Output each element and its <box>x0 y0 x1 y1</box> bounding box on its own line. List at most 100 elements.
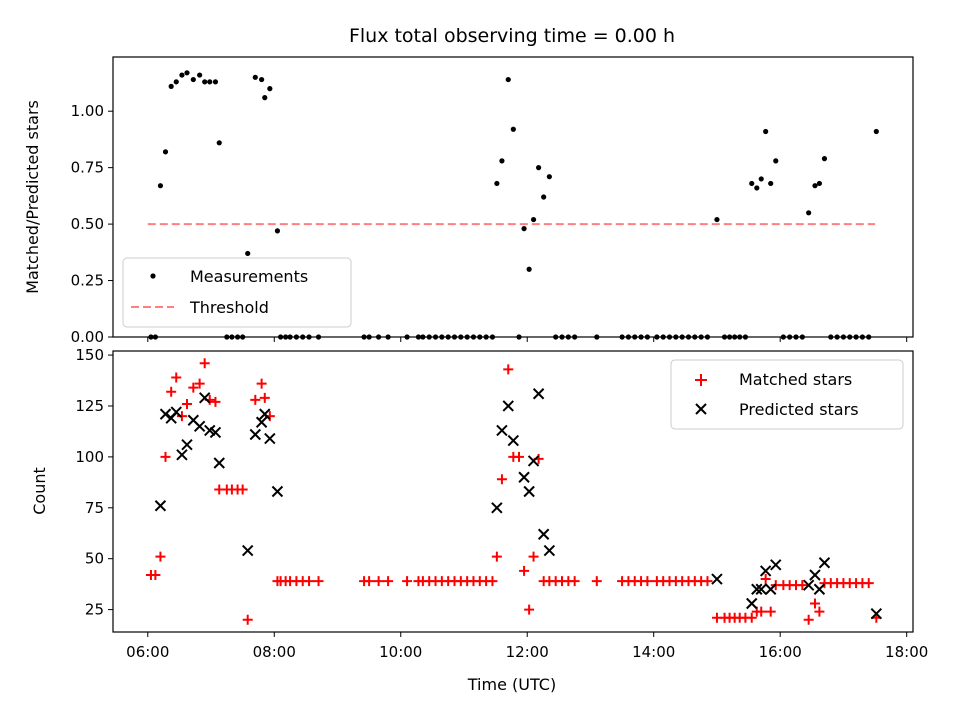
matched-stars-point <box>150 569 161 580</box>
matched-stars-point <box>210 396 221 407</box>
predicted-stars-point <box>170 406 182 418</box>
count-x-tick-label: 18:00 <box>885 643 928 661</box>
matched-stars-point <box>756 606 767 617</box>
matched-stars-point <box>383 576 394 587</box>
predicted-stars-point <box>507 434 520 447</box>
predicted-stars-point <box>518 471 530 483</box>
measurement-point <box>262 95 268 101</box>
predicted-stars-point <box>537 528 550 540</box>
measurement-point <box>768 180 774 187</box>
matched-stars-point <box>809 598 820 609</box>
predicted-stars-point <box>802 579 815 591</box>
matched-stars-point <box>364 576 375 587</box>
measurement-point <box>754 185 760 191</box>
measurement-point <box>763 128 769 135</box>
measurement-point <box>816 180 823 187</box>
legend-measurements-label: Measurements <box>190 267 308 286</box>
matched-stars-point <box>373 576 384 587</box>
predicted-stars-point <box>532 388 545 400</box>
count-y-tick-label: 25 <box>85 601 104 619</box>
legend-predicted-label: Predicted stars <box>739 400 859 419</box>
measurement-point <box>510 126 516 132</box>
predicted-stars-point <box>249 428 261 441</box>
matched-stars-point <box>160 451 171 462</box>
matched-stars-point <box>194 378 205 389</box>
measurement-point <box>749 180 755 187</box>
ratio-panel: Flux total observing time = 0.00 h 0.00 0… <box>23 25 914 346</box>
count-y-tick-label: 150 <box>75 346 104 364</box>
predicted-stars-point <box>271 485 284 498</box>
measurement-point <box>530 216 537 223</box>
measurement-point <box>179 72 185 78</box>
count-x-tick-label: 16:00 <box>759 643 802 661</box>
measurement-point <box>274 228 281 234</box>
matched-stars-point <box>313 576 324 587</box>
count-x-tick-label: 10:00 <box>379 643 422 661</box>
predicted-stars-point <box>491 502 503 514</box>
matched-stars-point <box>503 364 514 375</box>
matched-stars-point <box>487 576 498 587</box>
matched-stars-point <box>569 576 580 587</box>
matched-stars-point <box>591 576 602 587</box>
matched-stars-point <box>524 604 535 615</box>
measurement-point <box>714 216 720 223</box>
ratio-y-tick-label: 1.00 <box>71 102 104 120</box>
measurement-point <box>157 183 164 189</box>
count-x-tick-label: 06:00 <box>126 643 169 661</box>
count-x-tick-label: 14:00 <box>632 643 675 661</box>
ratio-y-tick-label: 0.25 <box>71 272 104 290</box>
predicted-stars-point <box>176 449 188 461</box>
matched-stars-point <box>760 574 771 585</box>
matched-stars-point <box>514 451 525 462</box>
matched-stars-point <box>797 580 808 591</box>
ratio-legend: Measurements Threshold <box>122 257 352 328</box>
predicted-stars-point <box>255 416 268 428</box>
measurement-point <box>546 174 552 180</box>
measurement-point <box>267 86 273 92</box>
predicted-stars-point <box>264 432 276 445</box>
measurement-point <box>521 226 527 232</box>
matched-stars-point <box>199 358 210 369</box>
predicted-stars-point <box>213 457 225 469</box>
legend-measurements-marker <box>150 273 156 279</box>
matched-stars-point <box>256 378 267 389</box>
measurement-point <box>494 180 500 187</box>
predicted-stars-point <box>809 569 821 581</box>
count-x-axis-label: Time (UTC) <box>467 675 556 694</box>
predicted-stars-point <box>818 557 831 569</box>
predicted-stars-point <box>502 400 514 412</box>
legend-predicted-marker <box>695 403 707 415</box>
predicted-stars-point <box>765 583 777 595</box>
measurement-point <box>259 76 265 83</box>
count-y-tick-label: 75 <box>85 499 104 517</box>
predicted-stars-point <box>759 565 772 577</box>
measurement-point <box>806 210 812 216</box>
measurement-point <box>212 79 219 85</box>
predicted-stars-point <box>496 424 508 437</box>
matched-stars-point <box>863 578 874 589</box>
predicted-stars-point <box>751 583 763 595</box>
matched-stars-point <box>259 392 270 403</box>
matched-stars-point <box>237 484 248 495</box>
measurement-point <box>207 79 213 85</box>
measurement-point <box>184 70 190 76</box>
predicted-stars-point <box>543 544 556 557</box>
predicted-stars-point <box>711 573 723 585</box>
count-plot-frame <box>112 350 914 633</box>
matched-stars-point <box>803 614 814 625</box>
measurement-point <box>173 79 179 85</box>
predicted-stars-point <box>193 420 206 433</box>
matched-stars-point <box>155 551 166 562</box>
measurement-point <box>821 156 828 162</box>
matched-stars-point <box>304 576 315 587</box>
ratio-plot-frame <box>112 56 914 338</box>
matched-stars-point <box>765 606 776 617</box>
matched-stars-point <box>250 394 261 405</box>
measurement-point <box>197 72 203 78</box>
measurement-point <box>873 128 879 135</box>
matched-stars-point <box>528 551 539 562</box>
legend-matched-marker <box>695 374 707 386</box>
measurement-point <box>168 83 174 89</box>
predicted-stars-point <box>746 597 758 610</box>
